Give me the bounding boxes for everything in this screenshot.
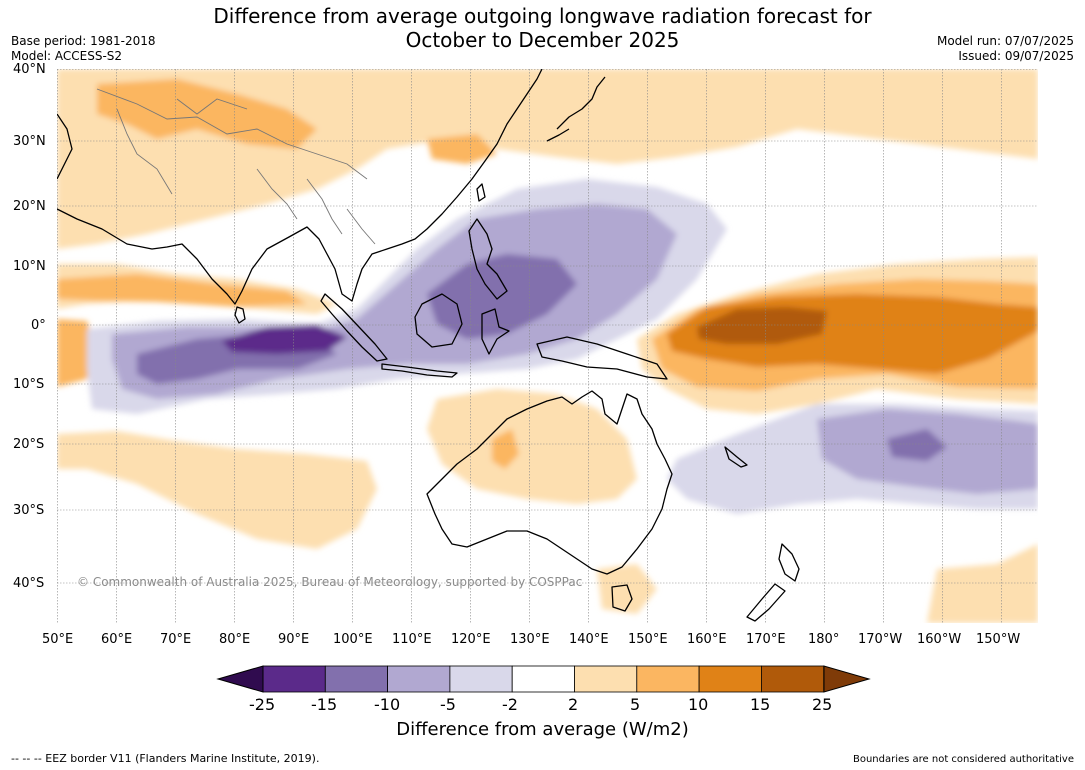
coastlines <box>57 69 800 622</box>
tasmania-coastline <box>611 584 633 612</box>
colorbar-tick-label: 15 <box>750 695 771 714</box>
colorbar-under-arrow <box>216 665 264 693</box>
positive-anomaly-arabian-sea-strong <box>57 274 307 307</box>
positive-anomaly-south-east <box>927 544 1038 623</box>
lat-label-10n: 10°N <box>13 259 46 274</box>
graticule <box>57 69 1038 623</box>
lon-label-50e: 50°E <box>42 632 74 647</box>
lon-label-100e: 100°E <box>333 632 373 647</box>
colorbar-segment <box>761 665 825 693</box>
borneo-coastline <box>414 293 463 348</box>
lon-label-160w: 160°W <box>917 632 962 647</box>
colorbar-segment <box>324 665 389 693</box>
colorbar-tick-label: 2 <box>568 695 579 714</box>
model-name: Model: ACCESS-S2 <box>11 49 123 63</box>
new-zealand-south-coastline <box>746 583 786 622</box>
map-canvas: © Commonwealth of Australia 2025, Bureau… <box>57 69 1038 623</box>
lon-label-160e: 160°E <box>687 632 727 647</box>
colorbar-segment <box>262 665 326 693</box>
colorbar-tick-label: -2 <box>502 695 518 714</box>
colorbar-tick-label: 5 <box>630 695 641 714</box>
lon-label-70e: 70°E <box>160 632 192 647</box>
new-caledonia-coastline <box>724 446 748 468</box>
negative-anomaly-indian-max <box>222 325 347 354</box>
positive-anomaly-north <box>57 69 1038 249</box>
positive-anomaly-china <box>427 134 497 164</box>
lon-label-60e: 60°E <box>101 632 133 647</box>
asia-mainland-coastline <box>57 69 543 305</box>
colorbar-tick-label: -5 <box>440 695 456 714</box>
colorbar-over-arrow <box>823 665 871 693</box>
copyright-notice: © Commonwealth of Australia 2025, Bureau… <box>77 575 582 589</box>
positive-anomaly-australia <box>427 389 637 504</box>
title-line-2: October to December 2025 <box>405 28 680 52</box>
boundaries-disclaimer: Boundaries are not considered authoritat… <box>852 754 1074 765</box>
colorbar-tick-label: -10 <box>374 695 401 714</box>
map-title: Difference from average outgoing longwav… <box>0 4 1085 52</box>
japan-coastline <box>546 76 606 142</box>
country-borders <box>96 88 376 245</box>
colorbar-tick-label: 10 <box>688 695 709 714</box>
new-zealand-north-coastline <box>778 543 800 582</box>
lat-label-30s: 30°S <box>13 503 45 518</box>
new-guinea-coastline <box>536 336 668 380</box>
negative-anomaly-south-pacific-strong <box>887 429 947 461</box>
taiwan-coastline <box>476 183 486 202</box>
colorbar <box>216 665 871 693</box>
issued-date: Issued: 09/07/2025 <box>958 49 1074 63</box>
positive-anomaly-south-indian <box>57 431 377 549</box>
lon-label-170w: 170°W <box>858 632 903 647</box>
lon-label-140e: 140°E <box>569 632 609 647</box>
positive-anomaly-tasman <box>597 564 657 614</box>
lat-label-20s: 20°S <box>13 437 45 452</box>
model-run: Model run: 07/07/2025 <box>936 34 1074 48</box>
lon-label-110e: 110°E <box>392 632 432 647</box>
colorbar-tick-label: 25 <box>812 695 833 714</box>
australia-coastline <box>426 390 673 575</box>
lon-label-80e: 80°E <box>219 632 251 647</box>
colorbar-segment <box>636 665 700 693</box>
colorbar-segment <box>449 665 513 693</box>
negative-anomaly-philippines <box>427 254 577 339</box>
positive-anomaly-pacific-max <box>697 307 827 344</box>
colorbar-title: Difference from average (W/m2) <box>396 719 689 740</box>
positive-anomaly-australia-strong <box>492 429 519 469</box>
sumatra-coastline <box>320 293 388 362</box>
colorbar-tick-label: -15 <box>311 695 338 714</box>
lat-label-30n: 30°N <box>13 134 46 149</box>
lat-label-10s: 10°S <box>13 377 45 392</box>
title-line-1: Difference from average outgoing longwav… <box>213 4 872 28</box>
lon-label-120e: 120°E <box>451 632 491 647</box>
lon-label-90e: 90°E <box>278 632 310 647</box>
base-period: Base period: 1981-2018 <box>11 34 156 48</box>
lon-label-170e: 170°E <box>746 632 786 647</box>
colorbar-segment <box>511 665 575 693</box>
java-coastline <box>381 363 458 378</box>
lat-label-equator: 0° <box>31 318 46 333</box>
sulawesi-coastline <box>481 308 510 355</box>
lon-label-180: 180° <box>808 632 840 647</box>
lon-label-130e: 130°E <box>510 632 550 647</box>
lat-label-40n: 40°N <box>13 62 46 77</box>
arabia-coastline <box>57 113 73 180</box>
lon-label-150e: 150°E <box>628 632 668 647</box>
lon-label-150w: 150°W <box>976 632 1021 647</box>
sri-lanka-coastline <box>234 306 246 324</box>
lat-label-40s: 40°S <box>13 576 45 591</box>
philippines-coastline <box>468 218 508 300</box>
eez-legend: -- -- -- EEZ border V11 (Flanders Marine… <box>11 752 320 765</box>
colorbar-segment <box>698 665 762 693</box>
map-panel: © Commonwealth of Australia 2025, Bureau… <box>57 69 1038 623</box>
lat-label-20n: 20°N <box>13 199 46 214</box>
anomaly-shading <box>57 69 1038 623</box>
colorbar-segment <box>574 665 638 693</box>
colorbar-segment <box>387 665 451 693</box>
colorbar-tick-label: -25 <box>249 695 276 714</box>
